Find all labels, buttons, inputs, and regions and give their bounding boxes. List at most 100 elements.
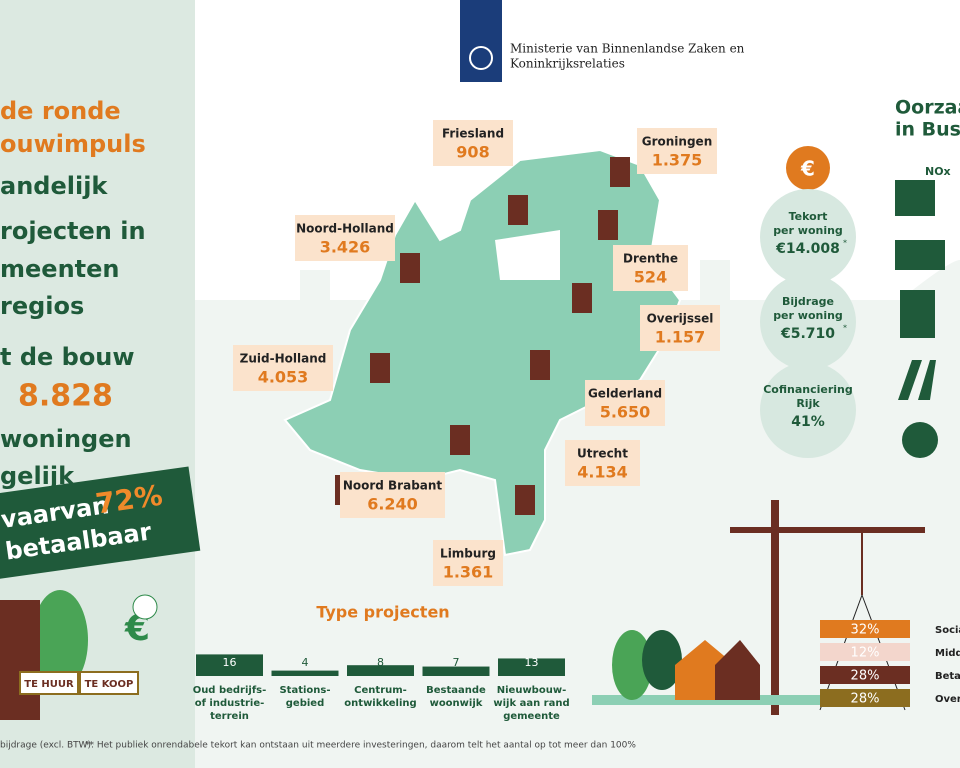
share-value: 28%: [851, 669, 880, 684]
markers: Friesland 908 Groningen 1.375 Noord-Holland 3…: [233, 120, 720, 586]
province-box: [637, 128, 717, 174]
ministry: Koninkrijksrelaties: [510, 57, 625, 71]
banner: vaarvan 72% betaalbaar: [0, 466, 201, 581]
type-label: gebied: [286, 698, 324, 709]
sign: [19, 671, 79, 695]
share-label: Beta: [935, 671, 960, 682]
footnote: bijdrage (excl. BTW).: [0, 741, 94, 751]
province-name: Zuid-Holland: [240, 352, 327, 366]
type-label: Nieuwbouw-: [497, 685, 566, 696]
building-icon: [530, 350, 550, 380]
province-name: Noord-Holland: [296, 222, 394, 236]
province-box: [233, 345, 333, 391]
share-bar: [820, 689, 910, 707]
cause-icon: [895, 180, 935, 216]
province-value: 4.053: [258, 368, 309, 387]
money-bag: [786, 146, 830, 190]
province-value: 1.375: [652, 151, 703, 170]
type-label: woonwijk: [430, 698, 483, 709]
building-icon: [572, 283, 592, 313]
footnote: ** Het publiek onrendabele tekort kan on…: [85, 741, 636, 751]
building-icon: [508, 195, 528, 225]
province-name: Groningen: [642, 135, 712, 149]
cost-label: Rijk: [796, 397, 820, 410]
province-value: 4.134: [577, 463, 628, 482]
type-bar: [422, 666, 490, 676]
province-name: Utrecht: [577, 447, 628, 461]
tree: [612, 630, 652, 700]
province-value: 3.426: [320, 238, 371, 257]
province-box: [340, 472, 445, 518]
type-bar: [347, 665, 414, 676]
province-box: [640, 305, 720, 351]
type-value: 13: [525, 656, 539, 669]
type-label: wijk aan rand: [493, 698, 569, 709]
type-label: of industrie-: [195, 698, 265, 709]
intro-line: t de bouw: [0, 343, 135, 371]
province-name: Noord Brabant: [343, 479, 443, 493]
check-icon: [132, 594, 158, 620]
province-box: [295, 215, 395, 261]
intro-line: andelijk: [0, 172, 108, 200]
province-box: [433, 540, 503, 586]
province-box: [433, 120, 513, 166]
type-value: 16: [223, 656, 237, 669]
province-value: 908: [456, 143, 489, 162]
ijsselmeer: [495, 230, 560, 280]
cost-label: per woning: [773, 224, 843, 237]
share-bar: [820, 620, 910, 638]
province-box: [613, 245, 688, 291]
building-icon: [450, 425, 470, 455]
province-name: Drenthe: [623, 252, 678, 266]
cause-icon: [902, 422, 938, 458]
type-value: 4: [302, 656, 309, 669]
cost-label: Bijdrage: [782, 295, 834, 308]
banner-bg: [0, 466, 201, 581]
cost-value: €14.008: [775, 241, 840, 257]
causes-title: Oorzaa: [895, 97, 960, 119]
building-icon: [370, 353, 390, 383]
tree: [32, 590, 88, 690]
province-value: 524: [634, 268, 667, 287]
type-label: Centrum-: [354, 685, 407, 696]
type-label: terrein: [210, 711, 249, 722]
share-bar: [820, 643, 910, 661]
province-value: 5.650: [600, 403, 651, 422]
cost-note: *: [843, 324, 847, 333]
building-icon: [400, 253, 420, 283]
sign-text: TE HUUR: [24, 679, 74, 690]
intro-line: regios: [0, 292, 84, 320]
province-box: [565, 440, 640, 486]
cause-icon: [898, 360, 936, 400]
type-label: Stations-: [279, 685, 330, 696]
cost-value: 41%: [791, 414, 825, 430]
type-title: Type projecten: [316, 603, 449, 622]
province-value: 1.157: [655, 328, 706, 347]
province-name: Limburg: [440, 547, 496, 561]
type-bar: [271, 670, 339, 676]
intro-line: de ronde: [0, 97, 121, 125]
intro-line: woningen: [0, 425, 132, 453]
sign-text: TE KOOP: [85, 679, 134, 690]
province-box: [585, 380, 665, 426]
cost-label: Cofinanciering: [763, 383, 853, 396]
cost-circle: [760, 189, 856, 285]
cause-icon: [900, 290, 935, 338]
intro-line: ouwimpuls: [0, 130, 146, 158]
cost-circle: [760, 362, 856, 458]
share-value: 12%: [851, 646, 880, 661]
type-bar: [196, 654, 263, 676]
cost-label: per woning: [773, 309, 843, 322]
building-icon: [515, 485, 535, 515]
share-label: Midd: [935, 648, 960, 659]
province-name: Overijssel: [647, 312, 714, 326]
sign: [79, 671, 139, 695]
share-label: Over: [935, 694, 960, 705]
province-value: 1.361: [443, 563, 494, 582]
tree: [642, 630, 682, 690]
type-label: Bestaande: [426, 685, 486, 696]
share-value: 32%: [851, 623, 880, 638]
share-label: Socia: [935, 625, 960, 636]
cost-circle: [760, 274, 856, 370]
